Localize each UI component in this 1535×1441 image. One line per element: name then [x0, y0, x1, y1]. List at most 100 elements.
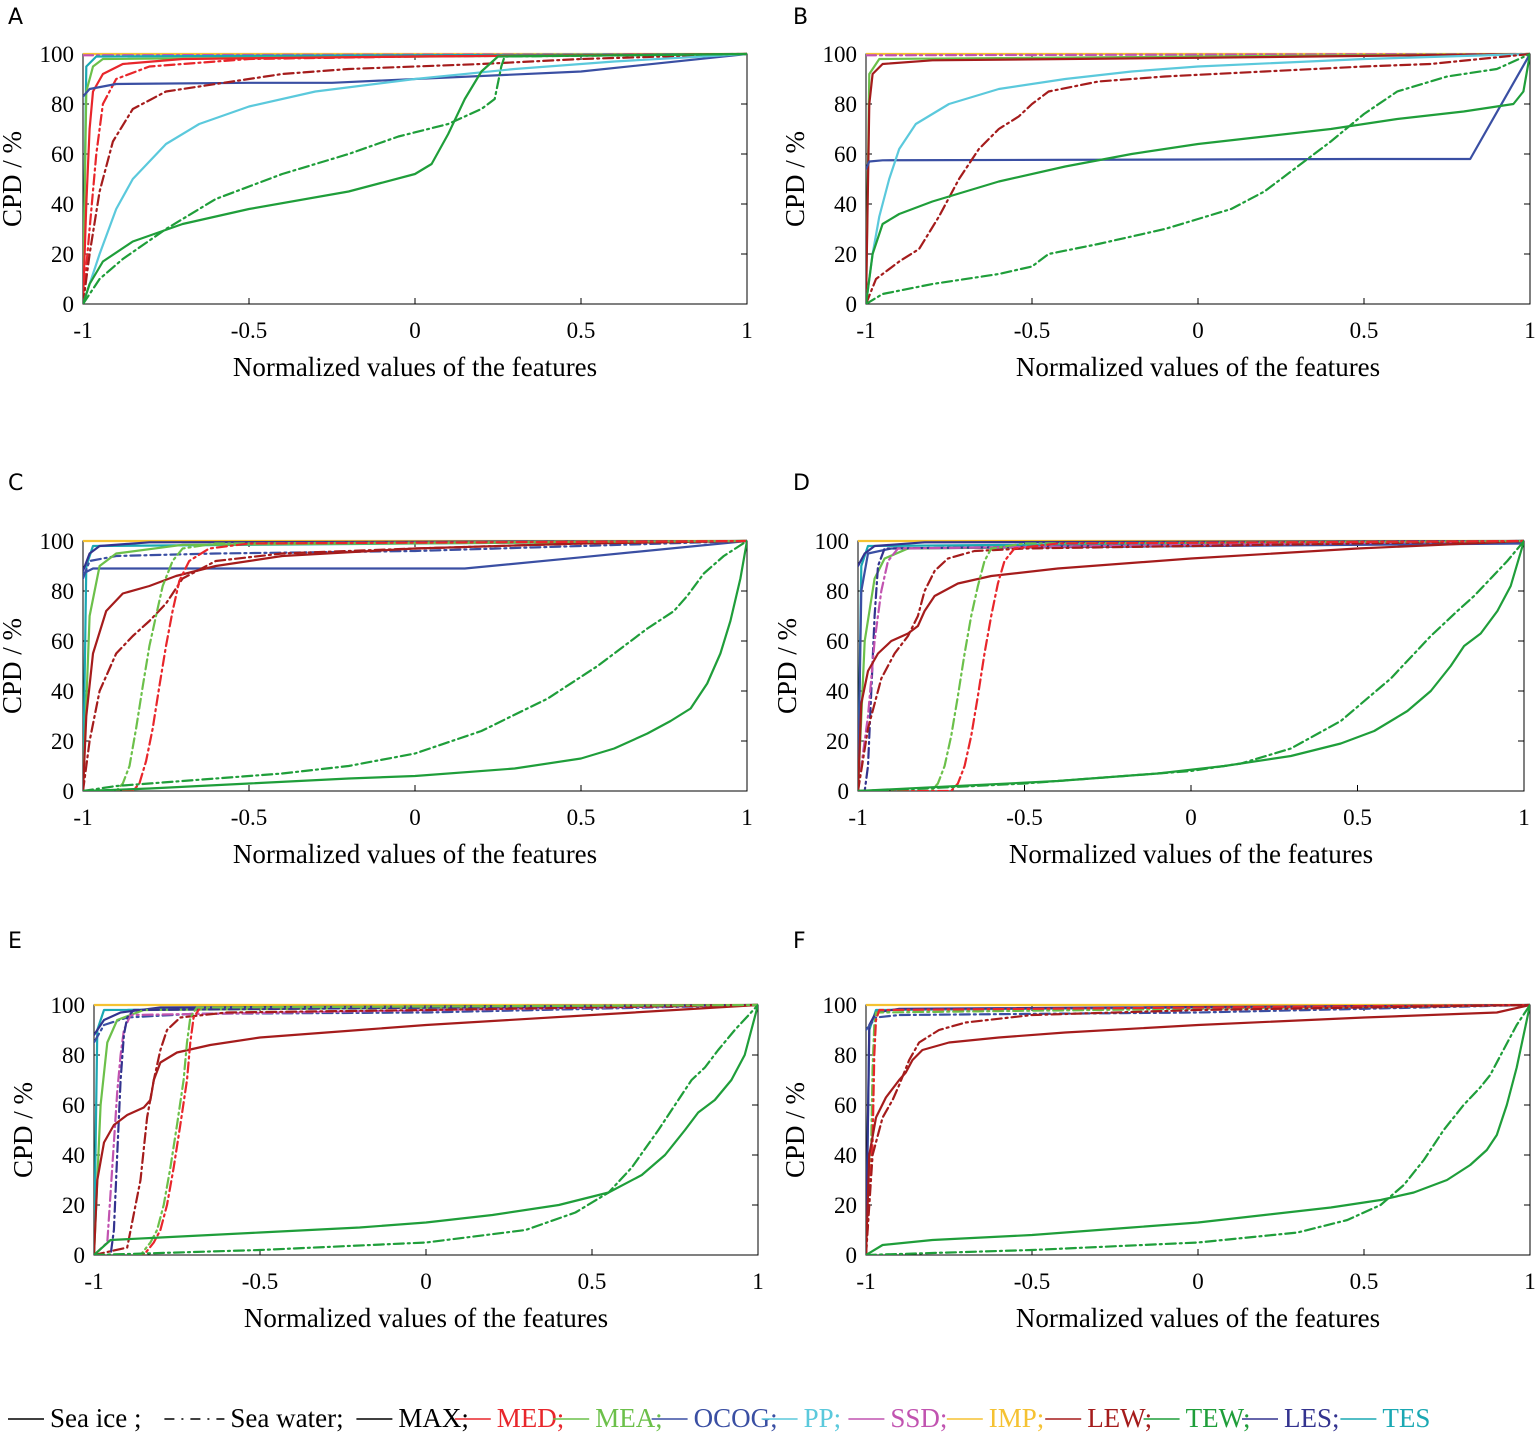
y-tick-label: 0	[838, 779, 850, 804]
series-mea-sea-ice	[858, 539, 1524, 791]
y-tick-label: 100	[51, 993, 86, 1018]
x-tick-label: -1	[73, 805, 92, 830]
y-tick-label: 100	[40, 529, 75, 554]
y-tick-label: 0	[846, 1243, 858, 1268]
y-tick-label: 100	[823, 993, 858, 1018]
x-tick-label: -0.5	[231, 805, 267, 830]
panel-letter: C	[8, 471, 23, 496]
series-mea-sea-ice	[83, 52, 747, 304]
series-group	[83, 539, 747, 791]
series-med-sea-water	[866, 1003, 1530, 1255]
x-tick-label: -0.5	[231, 318, 267, 343]
x-tick-label: 1	[1524, 1269, 1535, 1294]
series-med-sea-water	[83, 52, 747, 304]
series-med-sea-water	[94, 1003, 758, 1255]
series-tes-sea-ice	[83, 52, 747, 304]
y-tick-label: 100	[823, 42, 858, 67]
x-tick-label: 1	[1518, 805, 1530, 830]
x-tick-label: 0	[409, 805, 421, 830]
series-mea-sea-ice	[94, 1003, 758, 1255]
series-les-sea-ice	[858, 539, 1524, 568]
series-mea-sea-water	[858, 539, 1524, 791]
legend-label: TEW;	[1186, 1403, 1251, 1433]
x-axis-label: Normalized values of the features	[233, 839, 597, 869]
legend-item-imp: IMP;	[946, 1403, 1045, 1433]
legend-item-ssd: SSD;	[848, 1403, 947, 1433]
y-tick-label: 0	[846, 292, 858, 317]
legend-item-sea-water: Sea water;	[164, 1403, 344, 1433]
x-tick-label: 0.5	[1343, 805, 1372, 830]
panel-letter: E	[8, 929, 22, 954]
panel-E: E -1 -0.5 0 0.5 1 0 20 40 60 80 100 Normalized value…	[8, 929, 764, 1333]
y-tick-label: 20	[62, 1193, 85, 1218]
series-tew-sea-water	[858, 539, 1524, 791]
series-lew-sea-water	[83, 52, 747, 304]
y-tick-label: 40	[51, 679, 74, 704]
series-lew-sea-ice	[866, 1003, 1530, 1255]
panel-F: F -1 -0.5 0 0.5 1 0 20 40 60 80 100 Normalized value…	[780, 929, 1535, 1333]
x-tick-label: 0	[420, 1269, 432, 1294]
series-les-sea-water	[858, 539, 1524, 791]
legend-label: SSD;	[890, 1403, 947, 1433]
series-mea-sea-water	[94, 1003, 758, 1255]
series-lew-sea-water	[83, 539, 747, 791]
series-group	[858, 539, 1524, 791]
y-tick-label: 80	[834, 1043, 857, 1068]
y-axis-label: CPD / %	[780, 1082, 810, 1178]
y-tick-label: 80	[826, 579, 849, 604]
series-mea-sea-water	[866, 1003, 1530, 1255]
series-lew-sea-water	[866, 1003, 1530, 1255]
series-group	[866, 1003, 1530, 1255]
series-tew-sea-ice	[83, 52, 747, 304]
legend-label: IMP;	[989, 1403, 1045, 1433]
x-tick-label: 0.5	[567, 805, 596, 830]
series-tes-sea-ice	[866, 1003, 1530, 1255]
series-mea-sea-water	[83, 539, 747, 791]
y-tick-label: 60	[51, 142, 74, 167]
legend-item-med: MED;	[454, 1403, 565, 1433]
legend-item-max: MAX;	[356, 1403, 469, 1433]
y-tick-label: 40	[834, 192, 857, 217]
x-tick-label: 0.5	[578, 1269, 607, 1294]
legend-label: OCOG;	[694, 1403, 778, 1433]
series-med-sea-water	[858, 539, 1524, 791]
x-tick-label: 0	[1192, 318, 1204, 343]
y-tick-label: 40	[51, 192, 74, 217]
series-les-sea-ice	[866, 1003, 1530, 1255]
series-tew-sea-water	[866, 1003, 1530, 1255]
x-tick-label: -1	[856, 1269, 875, 1294]
series-lew-sea-ice	[858, 539, 1524, 791]
x-tick-label: 0.5	[1350, 1269, 1379, 1294]
series-tew-sea-ice	[866, 1003, 1530, 1255]
legend-label: PP;	[804, 1403, 842, 1433]
series-ocog-sea-water	[83, 539, 747, 580]
legend-label: LEW;	[1087, 1403, 1152, 1433]
series-group	[83, 52, 747, 304]
figure-legend: Sea ice ; Sea water; MAX; MED; MEA; OCOG; PP; S…	[8, 1403, 1430, 1433]
legend-item-lew: LEW;	[1045, 1403, 1152, 1433]
series-tew-sea-ice	[83, 539, 747, 791]
y-tick-label: 80	[51, 579, 74, 604]
x-tick-label: -1	[84, 1269, 103, 1294]
legend-label: MED;	[497, 1403, 565, 1433]
x-axis-label: Normalized values of the features	[1016, 1303, 1380, 1333]
x-tick-label: -0.5	[242, 1269, 278, 1294]
legend-item-ocog: OCOG;	[651, 1403, 778, 1433]
y-tick-label: 20	[51, 242, 74, 267]
y-tick-label: 0	[63, 779, 75, 804]
series-ocog-sea-ice	[858, 542, 1524, 791]
legend-item-mea: MEA;	[553, 1403, 663, 1433]
plot-frame	[82, 53, 748, 305]
y-tick-label: 0	[74, 1243, 86, 1268]
series-ssd-sea-water	[858, 539, 1524, 791]
y-tick-label: 20	[834, 242, 857, 267]
legend-item-tew: TEW;	[1143, 1403, 1251, 1433]
panel-letter: D	[793, 471, 810, 496]
panel-C: C -1 -0.5 0 0.5 1 0 20 40 60 80 100 Normalized value…	[0, 471, 753, 869]
x-tick-label: -1	[856, 318, 875, 343]
x-tick-label: 0	[1192, 1269, 1204, 1294]
x-tick-label: 0.5	[1350, 318, 1379, 343]
legend-label: MEA;	[595, 1403, 663, 1433]
series-tew-sea-water	[94, 1003, 758, 1255]
